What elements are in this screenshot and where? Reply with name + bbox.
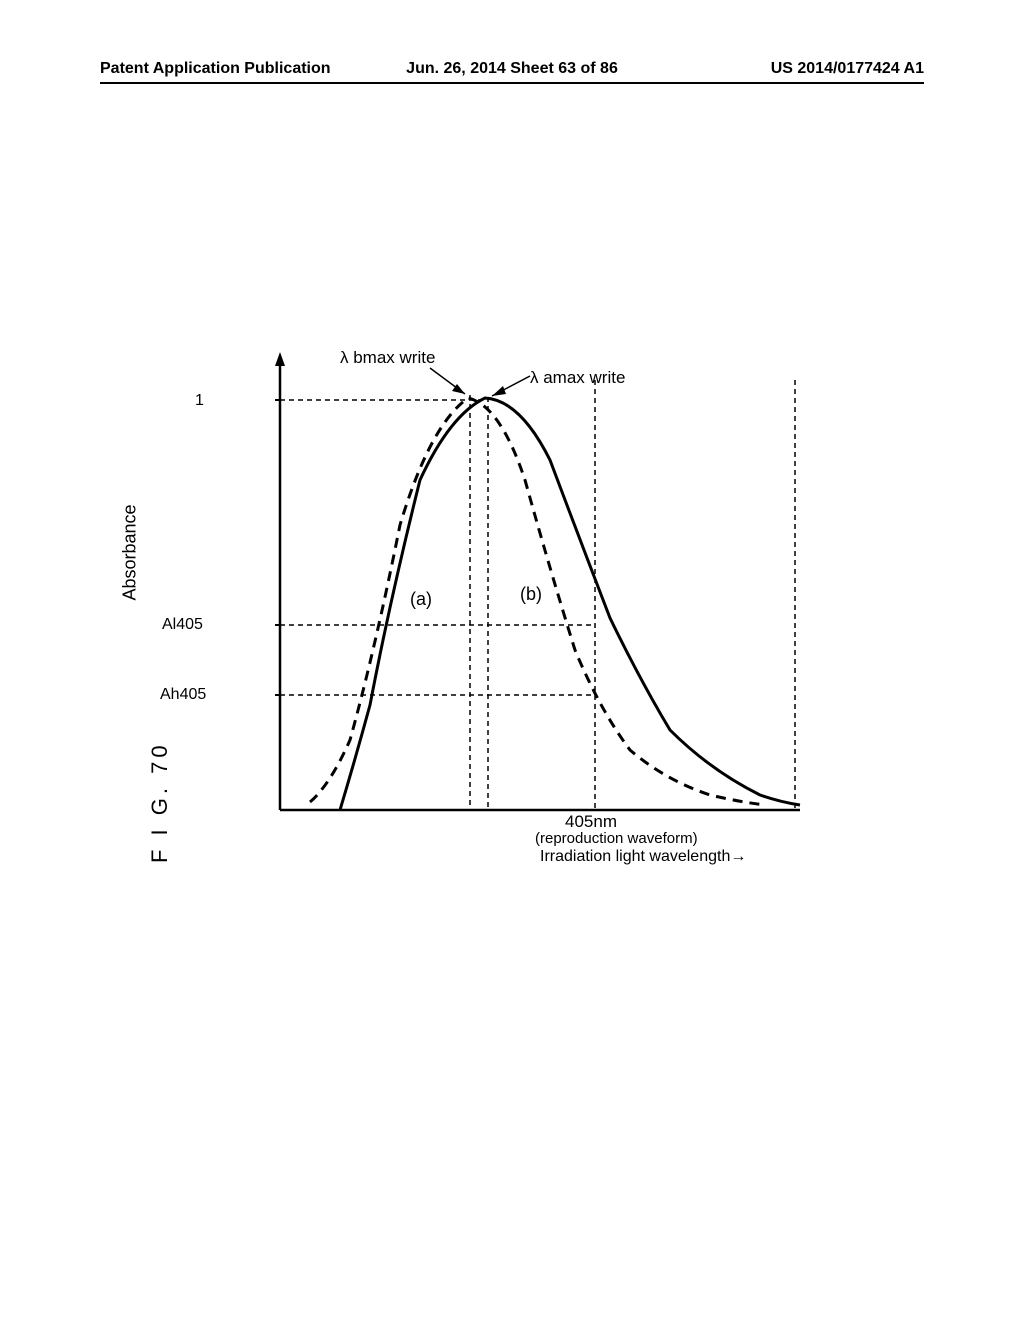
header-divider: [100, 82, 924, 84]
arrow-a-head: [492, 386, 506, 396]
x-axis-label: Irradiation light wavelength→: [540, 848, 746, 866]
y-axis-arrow: [275, 352, 285, 366]
absorbance-chart: (a) (b): [220, 340, 820, 860]
ytick-label-1: 1: [195, 392, 204, 410]
header-date-sheet: Jun. 26, 2014 Sheet 63 of 86: [375, 60, 650, 78]
x-tick-405nm: 405nm: [565, 812, 617, 832]
header-publication: Patent Application Publication: [100, 60, 375, 78]
lambda-a-max-label: λ amax write: [530, 368, 625, 388]
curve-a-label: (a): [410, 589, 432, 609]
curve-a-solid: [340, 398, 800, 810]
lambda-b-max-label: λ bmax write: [340, 348, 435, 368]
ytick-label-ah405: Ah405: [160, 686, 206, 704]
curve-b-label: (b): [520, 584, 542, 604]
x-sub-label: (reproduction waveform): [535, 830, 698, 847]
ytick-label-al405: Al405: [162, 616, 203, 634]
y-axis-label: Absorbance: [120, 504, 141, 600]
chart-svg: (a) (b): [220, 340, 820, 860]
header-patent-number: US 2014/0177424 A1: [649, 60, 924, 78]
figure-number: F I G. 70: [147, 741, 173, 863]
